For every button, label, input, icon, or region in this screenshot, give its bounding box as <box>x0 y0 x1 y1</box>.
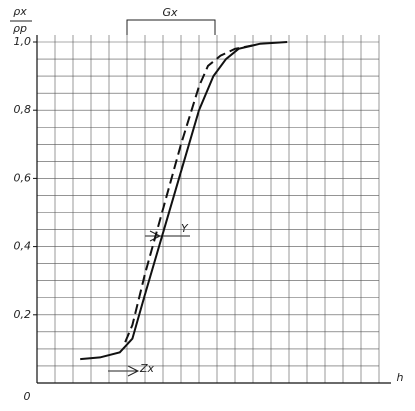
shift-marker <box>108 365 140 377</box>
y-tick-label: 0,2 <box>14 308 32 321</box>
x-label: h <box>397 371 404 384</box>
offset-marker <box>145 230 190 242</box>
y-tick-label: 0,6 <box>14 171 32 184</box>
width-label: Gx <box>162 6 178 19</box>
y-tick-label: 0,4 <box>14 240 32 253</box>
x-tick-label: 0 <box>24 390 31 403</box>
y-label-bottom: ρp <box>13 22 27 35</box>
offset-label: Y <box>181 222 189 235</box>
data-line <box>80 41 288 361</box>
y-label-top: ρx <box>13 5 27 18</box>
shift-label: Zx <box>139 362 155 375</box>
y-tick-label: 1,0 <box>14 35 32 48</box>
width-bracket <box>126 19 216 35</box>
y-tick-label: 0,8 <box>14 103 32 116</box>
